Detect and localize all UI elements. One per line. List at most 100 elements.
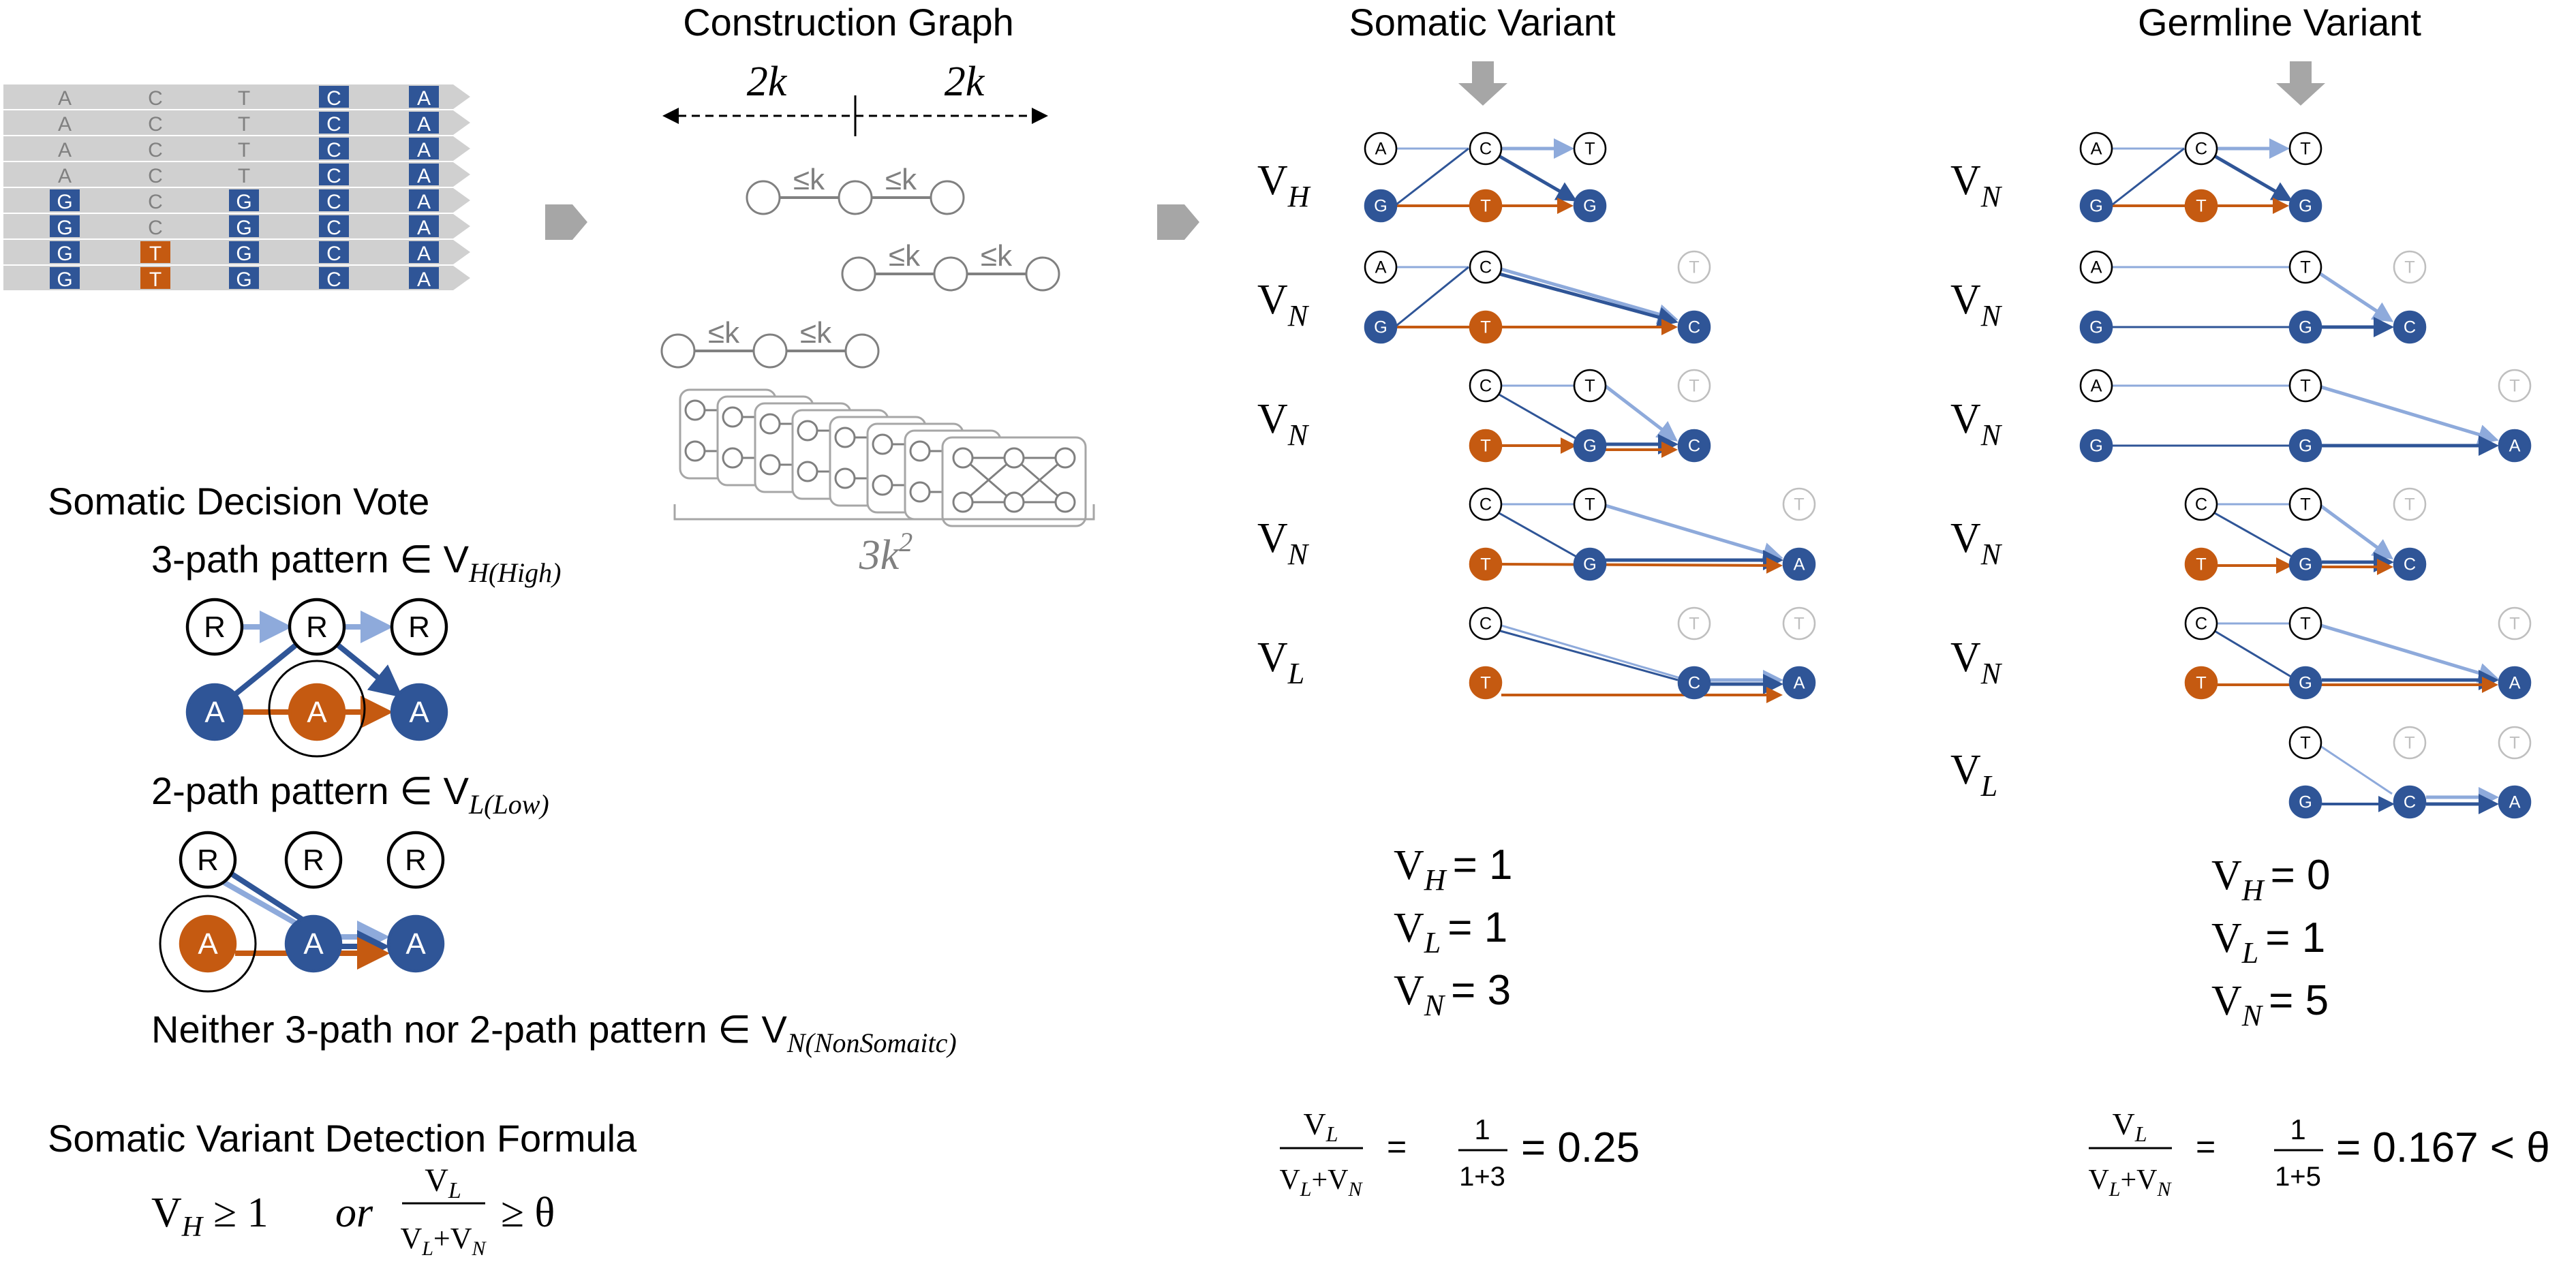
somatic-ratio-num: 1	[1474, 1113, 1490, 1145]
base-G: G	[57, 268, 72, 291]
vote-row-label: VN	[1950, 515, 2003, 571]
aligned-reads-panel: A C T C AA C T C AA C T C AA C T C AG C G C AG C G C AG T G C AG T G C A	[3, 84, 470, 291]
svg-text:G: G	[1583, 555, 1597, 574]
svg-text:T: T	[2300, 734, 2310, 753]
node: A	[1782, 547, 1816, 581]
node: T	[1573, 369, 1607, 403]
alt-node: A	[390, 683, 448, 741]
base-G: G	[57, 217, 72, 239]
edge	[2319, 272, 2394, 322]
subgraph-stack	[679, 388, 1087, 527]
base-G: G	[57, 243, 72, 265]
alt-node: A	[185, 683, 244, 741]
svg-text:T: T	[2509, 377, 2519, 396]
somatic-path-rows: A C T G T G A C T G T C C T T T G C C T T T G A C T T T C A	[1364, 132, 1816, 703]
right-span-label: 2k	[945, 59, 985, 105]
svg-text:G: G	[1583, 437, 1597, 456]
svg-text:A: A	[409, 696, 429, 729]
svg-text:C: C	[2195, 615, 2207, 634]
svg-text:A: A	[307, 696, 327, 729]
somatic-title: Somatic Variant	[1349, 1, 1616, 44]
flow-arrow-2	[1157, 204, 1199, 240]
germline-ratio-result: = 0.167 < θ	[2336, 1124, 2550, 1171]
base-C: C	[326, 243, 341, 265]
base-A: A	[58, 165, 72, 187]
base-A: A	[417, 217, 431, 239]
kmer-node	[841, 256, 876, 292]
node: G	[1573, 189, 1607, 223]
node: T	[1782, 487, 1816, 521]
node: T	[2393, 726, 2427, 760]
vote-row-label: VH	[1257, 157, 1311, 213]
node: A	[2079, 250, 2113, 284]
base-G: G	[236, 268, 251, 291]
edge	[1605, 504, 1783, 563]
svg-text:G: G	[2299, 318, 2312, 337]
svg-text:C: C	[1479, 495, 1492, 514]
node: G	[2288, 785, 2322, 819]
kmer-node	[660, 333, 696, 369]
svg-text:VL+VN: VL+VN	[2088, 1164, 2172, 1201]
node: T	[1469, 310, 1503, 344]
node: C	[1469, 369, 1503, 403]
node: G	[2288, 310, 2322, 344]
ref-node: R	[284, 831, 343, 889]
svg-text:G: G	[2089, 437, 2103, 456]
base-C: C	[326, 191, 341, 213]
edge	[2319, 504, 2394, 559]
edge	[1501, 557, 1783, 574]
path-row: A C T G T G	[2079, 132, 2322, 223]
svg-text:C: C	[2404, 318, 2416, 337]
node: A	[1364, 132, 1398, 166]
germline-path-rows: A C T G T G A T T G G C A T T G G A C T T T G C C T T T G A T T T G C A	[2079, 132, 2532, 819]
vote-title: Somatic Decision Vote	[48, 480, 429, 523]
svg-text:G: G	[2299, 555, 2312, 574]
node: G	[2288, 189, 2322, 223]
formula-title: Somatic Variant Detection Formula	[48, 1117, 637, 1160]
ref-node: R	[386, 831, 445, 889]
svg-text:G: G	[1583, 197, 1597, 216]
germline-variant-panel: Germline Variant VN VN VN VN VN VL A C T G T G A T T G…	[1950, 1, 2550, 1201]
edge	[1604, 384, 1678, 442]
two-path-label: 2-path pattern ∈ VL(Low)	[151, 769, 549, 820]
node: G	[2288, 547, 2322, 581]
node: T	[2498, 726, 2532, 760]
svg-text:T: T	[1689, 258, 1699, 277]
vote-row-label: VN	[1950, 157, 2003, 213]
base-A: A	[58, 139, 72, 161]
edge-length-label: ≤k	[981, 239, 1013, 273]
base-T: T	[149, 243, 162, 265]
two-path-pattern: R R R A A A	[159, 831, 445, 993]
base-C: C	[326, 217, 341, 239]
node: T	[1573, 487, 1607, 521]
total-label: 3k2	[859, 527, 913, 578]
svg-text:A: A	[1794, 674, 1805, 693]
node: T	[2288, 487, 2322, 521]
vote-count: VH = 0	[2211, 852, 2330, 907]
svg-text:T: T	[1689, 615, 1699, 634]
node: G	[2079, 429, 2113, 463]
svg-text:T: T	[2300, 377, 2310, 396]
vote-row-label: VN	[1950, 396, 2003, 452]
svg-text:T: T	[2300, 140, 2310, 159]
svg-text:C: C	[2404, 793, 2416, 812]
edge	[1501, 267, 1678, 324]
kmer-node	[930, 180, 965, 215]
node: T	[2288, 726, 2322, 760]
vote-count: VN = 5	[2211, 977, 2329, 1032]
edge-length-label: ≤k	[793, 163, 825, 196]
kmer-node	[1025, 256, 1060, 292]
germline-ratio-num: 1	[2290, 1113, 2305, 1145]
somatic-down-arrow	[1458, 61, 1507, 106]
somatic-alt-node: A	[288, 683, 346, 741]
svg-text:A: A	[204, 696, 225, 729]
svg-text:T: T	[1584, 377, 1595, 396]
node: T	[2498, 606, 2532, 640]
